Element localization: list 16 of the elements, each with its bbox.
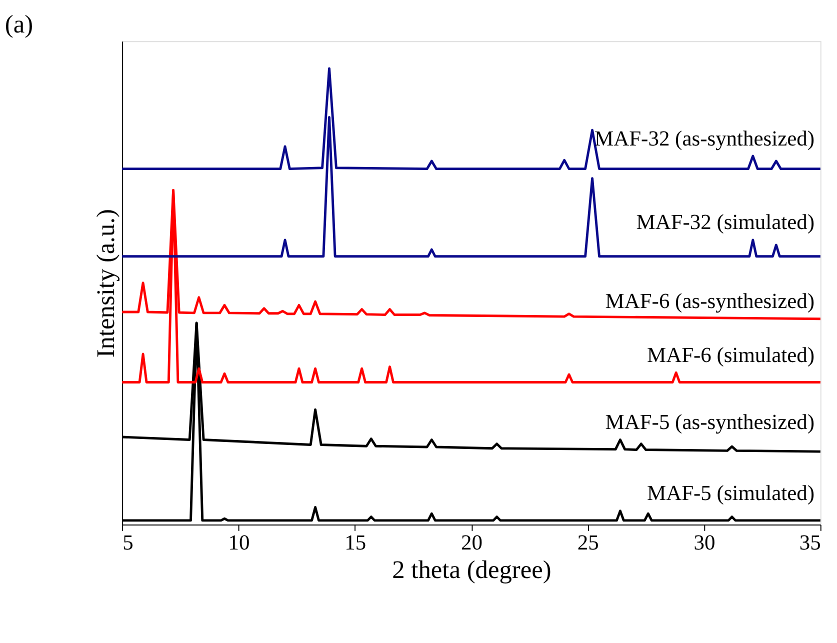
x-tick-label: 10 [228, 530, 250, 554]
series-label: MAF-6 (simulated) [646, 342, 815, 367]
x-tick-label: 25 [577, 530, 599, 554]
x-axis-title: 2 theta (degree) [392, 556, 552, 584]
series-label: MAF-5 (as-synthesized) [605, 410, 815, 434]
x-tick-label: 15 [344, 530, 366, 554]
x-tick-label: 35 [799, 530, 821, 554]
series-label: MAF-32 (simulated) [636, 210, 815, 234]
text: (a) [4, 10, 34, 38]
series-label: MAF-32 (as-synthesized) [594, 126, 815, 150]
x-tick-label: 30 [694, 530, 716, 554]
series-label: MAF-6 (as-synthesized) [605, 289, 815, 314]
y-axis-title: Intensity (a.u.) [92, 208, 120, 358]
x-tick-label: 5 [122, 530, 134, 554]
series-label: MAF-5 (simulated) [646, 481, 815, 506]
x-tick-label: 20 [460, 530, 482, 554]
